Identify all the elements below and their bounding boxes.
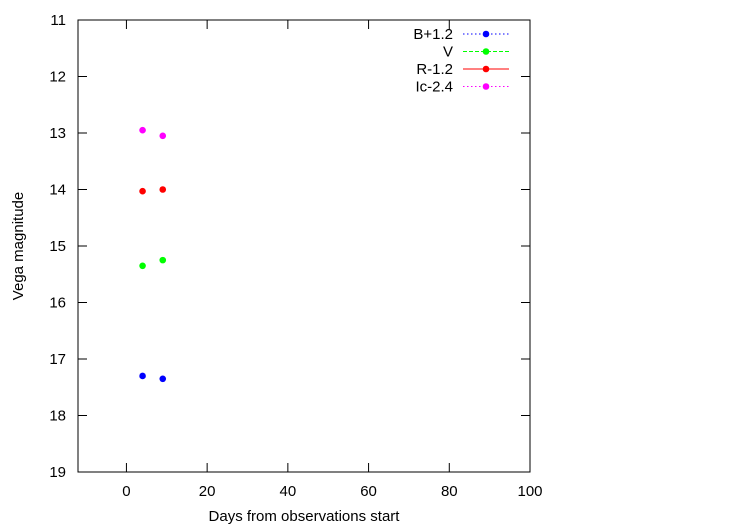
y-tick-label: 12 — [49, 69, 66, 86]
legend-marker — [482, 30, 490, 38]
legend-marker — [482, 83, 490, 90]
data-point — [159, 186, 167, 193]
x-tick-label: 100 — [517, 483, 542, 500]
x-tick-label: 0 — [122, 483, 130, 500]
data-point — [139, 262, 146, 270]
legend-label: Ic-2.4 — [415, 79, 453, 96]
x-axis-label: Days from observations start — [209, 508, 401, 525]
x-tick-label: 20 — [199, 483, 216, 500]
y-axis-label: Vega magnitude — [10, 192, 27, 300]
data-point — [159, 375, 167, 383]
y-tick-label: 15 — [49, 238, 66, 255]
y-tick-label: 18 — [49, 408, 66, 425]
legend: B+1.2VR-1.2Ic-2.4 — [413, 26, 509, 96]
x-tick-label: 80 — [441, 483, 458, 500]
y-tick-label: 17 — [49, 351, 66, 368]
y-tick-label: 16 — [49, 295, 66, 312]
axis-ticks: 0 20 40 60 80 100 11 12 13 14 15 16 17 18 19 — [49, 12, 542, 500]
legend-label: B+1.2 — [413, 26, 453, 43]
data-points — [139, 126, 167, 383]
y-tick-label: 13 — [49, 125, 66, 142]
legend-label: R-1.2 — [416, 61, 453, 78]
plot-frame — [77, 19, 531, 473]
y-tick-label: 19 — [49, 464, 66, 481]
data-point — [139, 126, 146, 134]
data-point — [159, 132, 167, 140]
data-point — [139, 187, 146, 195]
y-tick-label: 11 — [50, 12, 66, 29]
y-tick-label: 14 — [49, 182, 66, 199]
x-tick-label: 40 — [280, 483, 297, 500]
x-tick-label: 60 — [360, 483, 377, 500]
legend-marker — [482, 48, 490, 55]
data-point — [139, 372, 146, 380]
legend-marker — [482, 65, 490, 73]
legend-label: V — [443, 44, 453, 61]
data-point — [159, 256, 167, 264]
